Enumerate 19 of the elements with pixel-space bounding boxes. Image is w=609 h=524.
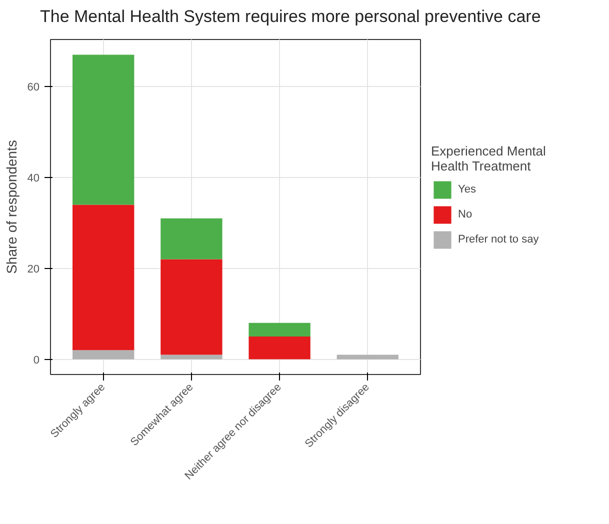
y-axis-title: Share of respondents	[3, 140, 20, 274]
bar	[248, 336, 310, 360]
legend-label: No	[458, 208, 474, 220]
y-tick-label: 0	[33, 354, 40, 367]
legend-label: Yes	[458, 183, 477, 196]
bar	[248, 323, 310, 337]
y-tick-label: 40	[27, 172, 40, 185]
legend-title: Experienced Mental Health Treatment	[431, 143, 546, 174]
bar	[160, 260, 222, 356]
y-tick-label: 20	[27, 264, 40, 276]
legend-label: Prefer not to say	[458, 233, 539, 246]
bar	[72, 350, 134, 360]
bar	[160, 218, 222, 260]
bar	[72, 55, 134, 206]
bar	[72, 205, 134, 350]
bar	[160, 355, 222, 360]
chart-title: The Mental Health System requires more personal preventive care	[40, 6, 541, 28]
y-tick-label: 60	[27, 82, 40, 94]
bar	[336, 355, 398, 360]
